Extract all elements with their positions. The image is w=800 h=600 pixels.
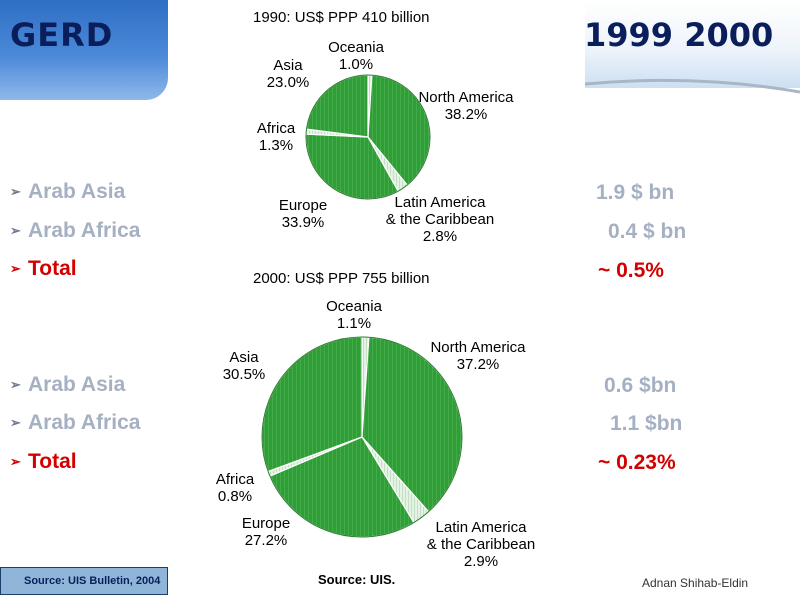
pie-charts-panel: 1990: US$ PPP 410 billion Oceania 1.0% Nort… <box>168 0 585 600</box>
pie-slice-asia <box>305 74 369 138</box>
pie-label-latin-america-and-the-caribbean: Latin America & the Caribbean 2.8% <box>386 194 494 245</box>
value-total-2000: ~ 0.23% <box>598 451 676 474</box>
pie-outline <box>261 336 463 538</box>
value-arab-africa-2000: 1.1 $bn <box>610 412 683 435</box>
pie-label-africa: Africa 1.3% <box>257 120 296 154</box>
value-arab-asia-1999: 1.9 $ bn <box>596 181 675 204</box>
value-arab-asia-2000: 0.6 $bn <box>604 374 677 397</box>
pie-label-europe: Europe 33.9% <box>279 197 327 231</box>
pie-title: 1990: US$ PPP 410 billion <box>253 9 430 26</box>
pie-label-europe: Europe 27.2% <box>242 515 290 549</box>
pie-label-asia: Asia 30.5% <box>223 349 266 383</box>
arrow-bullet-icon: ➢ <box>10 454 21 469</box>
pie-outline <box>305 74 431 200</box>
pie-label-oceania: Oceania 1.1% <box>326 298 383 332</box>
bullet-arab-asia-1999: ➢ Arab Asia <box>10 180 126 203</box>
source-note: Source: UIS Bulletin, 2004 <box>24 575 161 587</box>
pie-label-north-america: North America 37.2% <box>430 339 526 373</box>
bullet-arab-asia-2000: ➢ Arab Asia <box>10 373 126 396</box>
bullet-arab-africa-2000: ➢ Arab Africa <box>10 411 141 434</box>
years-title: 1999 2000 <box>584 16 774 54</box>
pie-title: 2000: US$ PPP 755 billion <box>253 270 430 287</box>
page-title: GERD <box>10 16 114 54</box>
pie-label-asia: Asia 23.0% <box>267 57 310 91</box>
pie-chart-1: 1990: US$ PPP 410 billion Oceania 1.0% Nort… <box>253 9 514 245</box>
pie-charts-svg: 1990: US$ PPP 410 billion Oceania 1.0% Nort… <box>216 9 535 587</box>
years-banner <box>585 0 800 88</box>
bullet-total-2000: ➢ Total <box>10 450 77 473</box>
value-total-1999: ~ 0.5% <box>598 259 664 282</box>
pie-label-oceania: Oceania 1.0% <box>328 39 385 73</box>
pie-label-latin-america-and-the-caribbean: Latin America & the Caribbean 2.9% <box>427 519 535 570</box>
arrow-bullet-icon: ➢ <box>10 415 21 430</box>
arrow-bullet-icon: ➢ <box>10 223 21 238</box>
arrow-bullet-icon: ➢ <box>10 184 21 199</box>
arrow-bullet-icon: ➢ <box>10 261 21 276</box>
banner-swoosh <box>585 78 800 94</box>
arrow-bullet-icon: ➢ <box>10 377 21 392</box>
pie-label-north-america: North America 38.2% <box>418 89 514 123</box>
value-arab-africa-1999: 0.4 $ bn <box>608 220 687 243</box>
title-banner <box>0 0 168 100</box>
author-name: Adnan Shihab-Eldin <box>642 576 749 590</box>
bullet-arab-africa-1999: ➢ Arab Africa <box>10 219 141 242</box>
source-box <box>0 567 168 595</box>
pie-chart-2: 2000: US$ PPP 755 billion Oceania 1.1% Nort… <box>216 270 535 587</box>
bullet-total-1999: ➢ Total <box>10 257 77 280</box>
chart-source: Source: UIS. <box>318 572 395 587</box>
pie-label-africa: Africa 0.8% <box>216 471 255 505</box>
